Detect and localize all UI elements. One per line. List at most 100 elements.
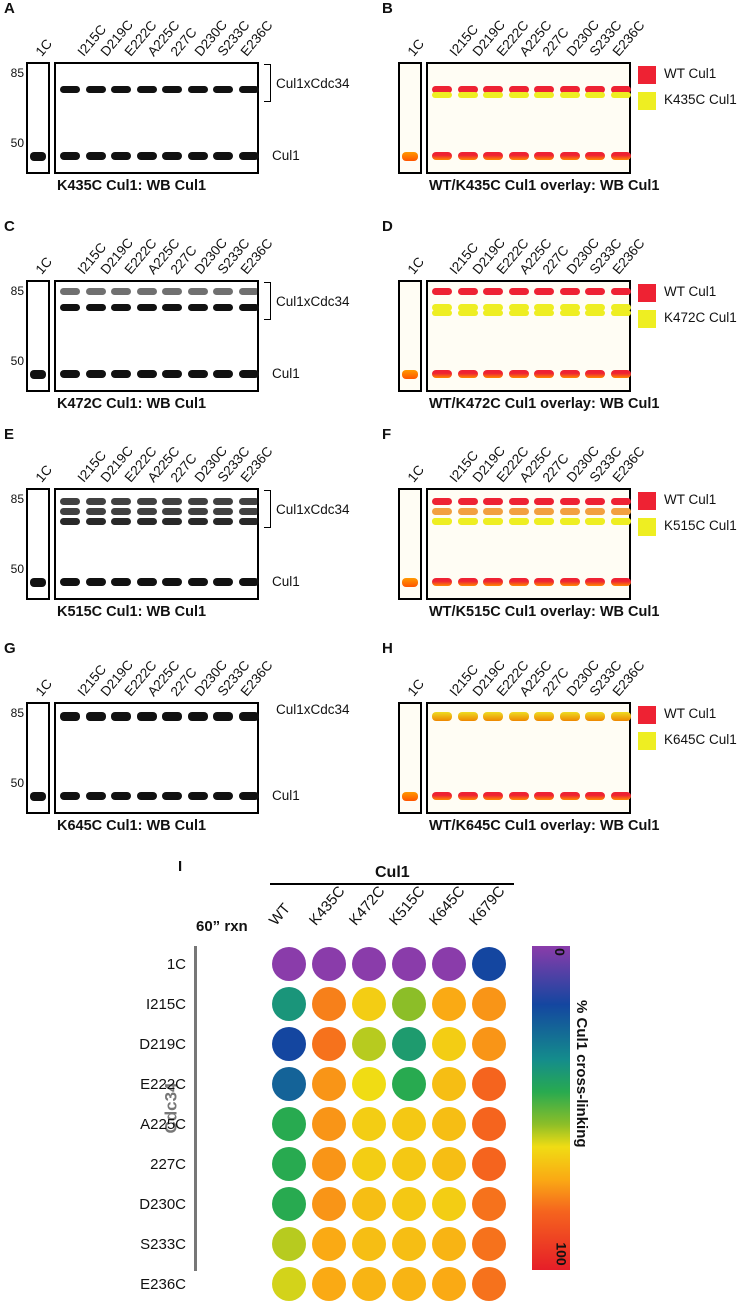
row-label: S233C (140, 1236, 186, 1253)
band-crosslink (559, 508, 580, 515)
band-crosslink (432, 304, 452, 311)
band-crosslink (238, 288, 259, 295)
band-crosslink (213, 498, 233, 505)
band-crosslink (610, 508, 631, 515)
band-cul1 (111, 792, 131, 800)
band-crosslink (432, 288, 452, 295)
row-label: E236C (140, 1276, 186, 1293)
band-crosslink (60, 288, 80, 295)
band-crosslink (483, 288, 503, 295)
band-mutant (508, 518, 529, 524)
band-cul1 (162, 578, 182, 586)
heatmap-cell (432, 1227, 466, 1261)
band-1c (402, 152, 418, 161)
band-mutant (534, 518, 554, 524)
lane-label: 1C (404, 676, 428, 699)
band-crosslink (483, 498, 503, 505)
band-cul1 (610, 792, 631, 800)
band-crosslink (559, 304, 580, 311)
band-crosslink (432, 508, 452, 515)
band-mutant (534, 310, 554, 316)
side-label-crosslink: Cul1xCdc34 (276, 76, 350, 91)
band-cul1 (483, 792, 503, 800)
band-cul1 (111, 578, 131, 586)
band-cul1 (559, 370, 580, 378)
heatmap-cell (352, 1107, 386, 1141)
band-crosslink (585, 288, 605, 295)
group-rule (270, 883, 514, 885)
band-cul1 (85, 152, 106, 160)
band-crosslink (162, 498, 182, 505)
mw-marker: 50 (10, 562, 24, 576)
heatmap-cell (352, 947, 386, 981)
band-crosslink (187, 498, 208, 505)
panel-caption: WT/K472C Cul1 overlay: WB Cul1 (429, 396, 660, 412)
band-crosslink (85, 86, 106, 93)
band-crosslink (432, 498, 452, 505)
band-cul1 (238, 370, 259, 378)
mw-marker: 50 (10, 776, 24, 790)
band-cul1 (187, 370, 208, 378)
band-crosslink (111, 86, 131, 93)
band-crosslink (136, 86, 157, 93)
column-header: K645C (425, 882, 469, 929)
legend-swatch-wt (638, 492, 656, 510)
row-label: D230C (139, 1196, 186, 1213)
heatmap-cell (312, 947, 346, 981)
band-cul1 (610, 152, 631, 160)
side-label-cul1: Cul1 (272, 788, 300, 803)
side-label-crosslink: Cul1xCdc34 (276, 702, 350, 717)
band-crosslink (585, 508, 605, 515)
band-cul1 (136, 370, 157, 378)
heatmap-cell (272, 1227, 306, 1261)
heatmap-cell (352, 1227, 386, 1261)
band-cul1 (60, 152, 80, 160)
band-cul1 (534, 152, 554, 160)
band-mutant (534, 92, 554, 98)
band-cul1 (610, 370, 631, 378)
band-crosslink (162, 86, 182, 93)
band-mutant (508, 92, 529, 98)
band-cul1 (162, 792, 182, 800)
legend-swatch-wt (638, 706, 656, 724)
band-cul1 (111, 152, 131, 160)
band-crosslink (60, 86, 80, 93)
band-mutant (432, 92, 452, 98)
band-crosslink (508, 712, 529, 721)
band-cul1 (238, 578, 259, 586)
bracket (264, 282, 271, 320)
band-crosslink (610, 86, 631, 93)
band-mutant (457, 518, 478, 524)
panel-caption: K515C Cul1: WB Cul1 (57, 604, 207, 620)
band-crosslink (85, 518, 106, 525)
band-1c (30, 152, 46, 161)
heatmap-cell (352, 1147, 386, 1181)
band-crosslink (508, 86, 529, 93)
band-cul1 (162, 152, 182, 160)
side-label-cul1: Cul1 (272, 574, 300, 589)
mw-marker: 50 (10, 354, 24, 368)
band-crosslink (162, 508, 182, 515)
legend-label-wt: WT Cul1 (664, 66, 717, 81)
heatmap-cell (352, 1067, 386, 1101)
legend-swatch-mutant (638, 310, 656, 328)
band-cul1 (534, 578, 554, 586)
band-crosslink (534, 498, 554, 505)
band-mutant (559, 310, 580, 316)
band-crosslink (457, 498, 478, 505)
bracket (264, 64, 271, 102)
panel-caption: K435C Cul1: WB Cul1 (57, 178, 207, 194)
panel-letter: G (4, 640, 16, 657)
legend-label-mutant: K515C Cul1 (664, 518, 737, 533)
band-crosslink (187, 508, 208, 515)
band-crosslink (508, 508, 529, 515)
column-header: K435C (305, 882, 349, 929)
band-crosslink (60, 518, 80, 525)
band-cul1 (432, 578, 452, 586)
band-crosslink (559, 86, 580, 93)
heatmap-cell (392, 987, 426, 1021)
band-crosslink (534, 712, 554, 721)
band-crosslink (187, 712, 208, 721)
band-cul1 (85, 792, 106, 800)
row-label: E222C (140, 1076, 186, 1093)
